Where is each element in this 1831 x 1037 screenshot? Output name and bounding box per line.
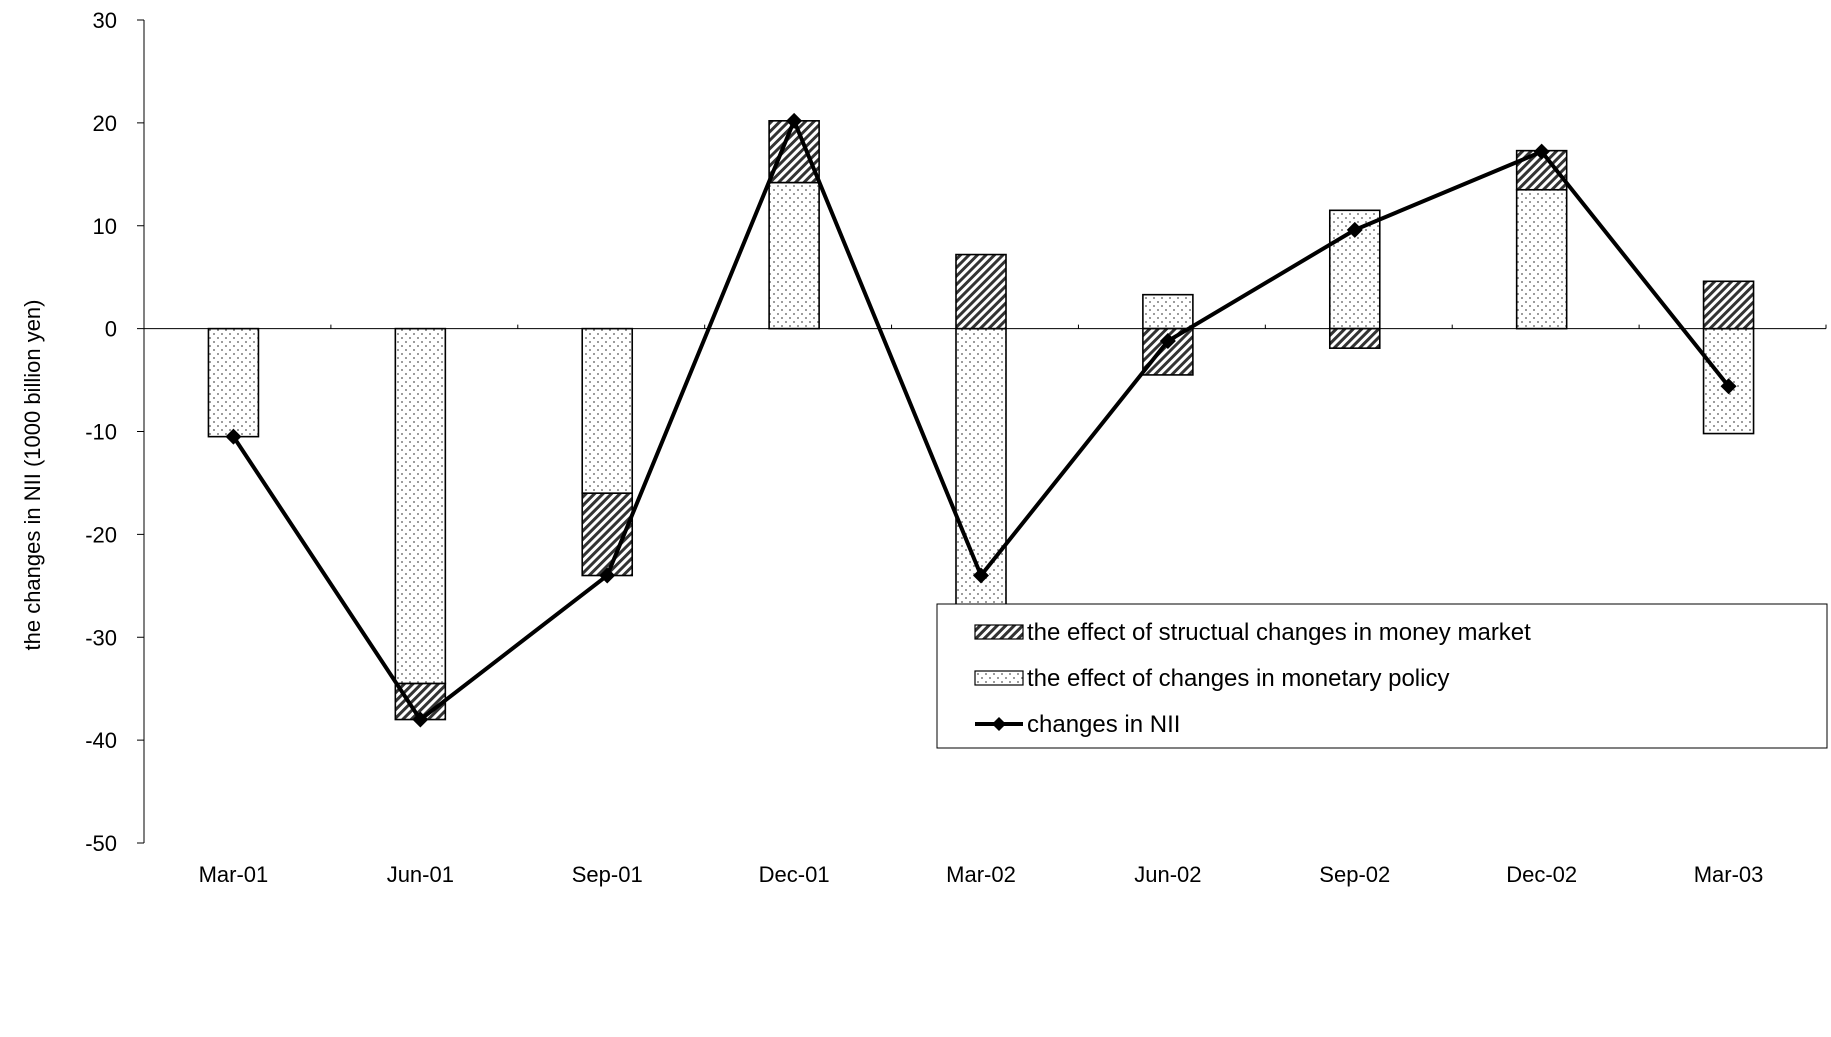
legend-label: the effect of structual changes in money… xyxy=(1027,619,1531,646)
bar-monetary-Sep-01 xyxy=(581,327,634,495)
bar-monetary-Mar-02 xyxy=(955,327,1007,649)
x-tick-label: Mar-02 xyxy=(946,862,1016,887)
nii-marker-Mar-01 xyxy=(225,428,242,445)
nii-marker-Mar-02 xyxy=(973,567,989,584)
y-tick-label: -10 xyxy=(85,420,117,445)
line-series xyxy=(225,112,1737,728)
legend-label: the effect of changes in monetary policy xyxy=(1027,665,1449,692)
x-tick-label: Dec-02 xyxy=(1506,862,1577,887)
y-axis-title: the changes in NII (1000 billion yen) xyxy=(20,300,45,651)
nii-marker-Sep-02 xyxy=(1346,221,1363,238)
y-tick-label: -30 xyxy=(85,625,117,650)
bar-monetary-Dec-02 xyxy=(1515,188,1568,330)
bar-monetary-Jun-01 xyxy=(394,327,447,685)
legend-diamond-icon xyxy=(992,717,1006,731)
nii-marker-Jun-01 xyxy=(412,711,429,728)
legend-label: changes in NII xyxy=(1027,711,1180,738)
nii-marker-Dec-02 xyxy=(1533,143,1550,160)
x-tick-label: Mar-03 xyxy=(1694,862,1764,887)
y-axis: 30 20 10 0 -10 -20 -30 -40 -50 xyxy=(85,8,145,856)
nii-marker-Sep-01 xyxy=(599,567,616,584)
x-tick-label: Dec-01 xyxy=(759,862,830,887)
legend-swatch xyxy=(974,670,1024,686)
x-tick-label: Jun-01 xyxy=(387,862,454,887)
bar-structural-Sep-02 xyxy=(1328,327,1381,349)
y-tick-label: 20 xyxy=(93,111,117,136)
bar-monetary-Mar-01 xyxy=(207,327,260,438)
y-tick-label: 10 xyxy=(93,214,117,239)
bar-structural-Mar-02 xyxy=(955,253,1007,330)
bar-structural-Mar-03 xyxy=(1702,280,1755,330)
y-tick-label: -50 xyxy=(85,831,117,856)
nii-marker-Mar-03 xyxy=(1720,378,1737,395)
legend: the effect of structual changes in money… xyxy=(936,603,1828,749)
bar-structural-Dec-01 xyxy=(768,120,820,184)
legend-swatch xyxy=(974,624,1024,640)
nii-marker-Dec-01 xyxy=(786,112,803,129)
y-tick-label: -20 xyxy=(85,522,117,547)
bar-monetary-Dec-01 xyxy=(768,181,820,330)
bar-monetary-Jun-02 xyxy=(1142,293,1194,330)
y-tick-label: -40 xyxy=(85,728,117,753)
y-tick-label: 0 xyxy=(105,317,117,342)
bar-structural-Jun-02 xyxy=(1142,327,1194,376)
y-tick-label: 30 xyxy=(93,8,117,33)
x-tick-label: Mar-01 xyxy=(199,862,269,887)
x-tick-label: Sep-01 xyxy=(572,862,643,887)
legend-box xyxy=(936,603,1828,749)
bar-series xyxy=(207,120,1755,721)
x-tick-label: Jun-02 xyxy=(1134,862,1201,887)
x-tick-label: Sep-02 xyxy=(1319,862,1390,887)
nii-marker-Jun-02 xyxy=(1159,332,1176,349)
